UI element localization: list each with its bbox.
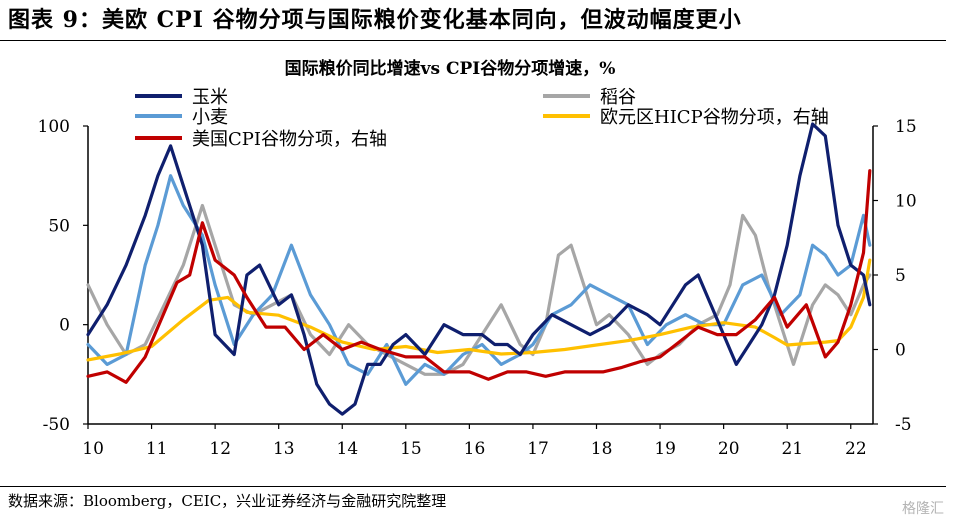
left-tick-label: -50 <box>43 415 70 435</box>
x-tick-label: 14 <box>337 439 359 459</box>
chart-title: 国际粮价同比增速vs CPI谷物分项增速，% <box>285 58 616 79</box>
right-tick-label: -5 <box>895 415 912 435</box>
line-chart: 国际粮价同比增速vs CPI谷物分项增速，% -50050100-5051015… <box>38 58 917 459</box>
right-tick-label: 5 <box>895 266 906 286</box>
series-lines <box>86 122 872 416</box>
legend-label-4: 美国CPI谷物分项，右轴 <box>192 129 387 150</box>
left-tick-label: 0 <box>59 316 70 336</box>
figure-title: 图表 9：美欧 CPI 谷物分项与国际粮价变化基本同向，但波动幅度更小 <box>8 7 742 33</box>
left-tick-label: 50 <box>48 216 70 236</box>
legend-label-0: 玉米 <box>192 87 228 108</box>
series-line-0 <box>86 122 872 416</box>
x-tick-label: 17 <box>527 439 549 459</box>
legend-label-3: 欧元区HICP谷物分项，右轴 <box>600 107 829 128</box>
x-tick-label: 10 <box>82 439 104 459</box>
right-tick-label: 15 <box>895 117 917 137</box>
x-tick-label: 21 <box>781 439 803 459</box>
left-tick-label: 100 <box>38 117 70 137</box>
x-tick-label: 16 <box>464 439 486 459</box>
title-rule <box>0 40 946 41</box>
series-line-4 <box>86 169 872 384</box>
series-line-3 <box>86 258 872 362</box>
x-tick-label: 15 <box>400 439 422 459</box>
right-tick-label: 10 <box>895 192 917 212</box>
x-tick-label: 22 <box>845 439 867 459</box>
x-tick-label: 18 <box>591 439 613 459</box>
x-tick-label: 12 <box>209 439 231 459</box>
series-line-2 <box>86 174 872 386</box>
watermark: 格隆汇 <box>902 501 944 517</box>
right-tick-label: 0 <box>895 341 906 361</box>
x-tick-label: 20 <box>718 439 740 459</box>
source-rule <box>0 486 946 487</box>
legend-label-1: 稻谷 <box>600 87 636 108</box>
source-note: 数据来源：Bloomberg，CEIC，兴业证券经济与金融研究院整理 <box>8 492 447 510</box>
x-tick-label: 13 <box>273 439 295 459</box>
x-tick-label: 11 <box>146 439 168 459</box>
legend-label-2: 小麦 <box>192 107 228 128</box>
x-tick-label: 19 <box>654 439 676 459</box>
